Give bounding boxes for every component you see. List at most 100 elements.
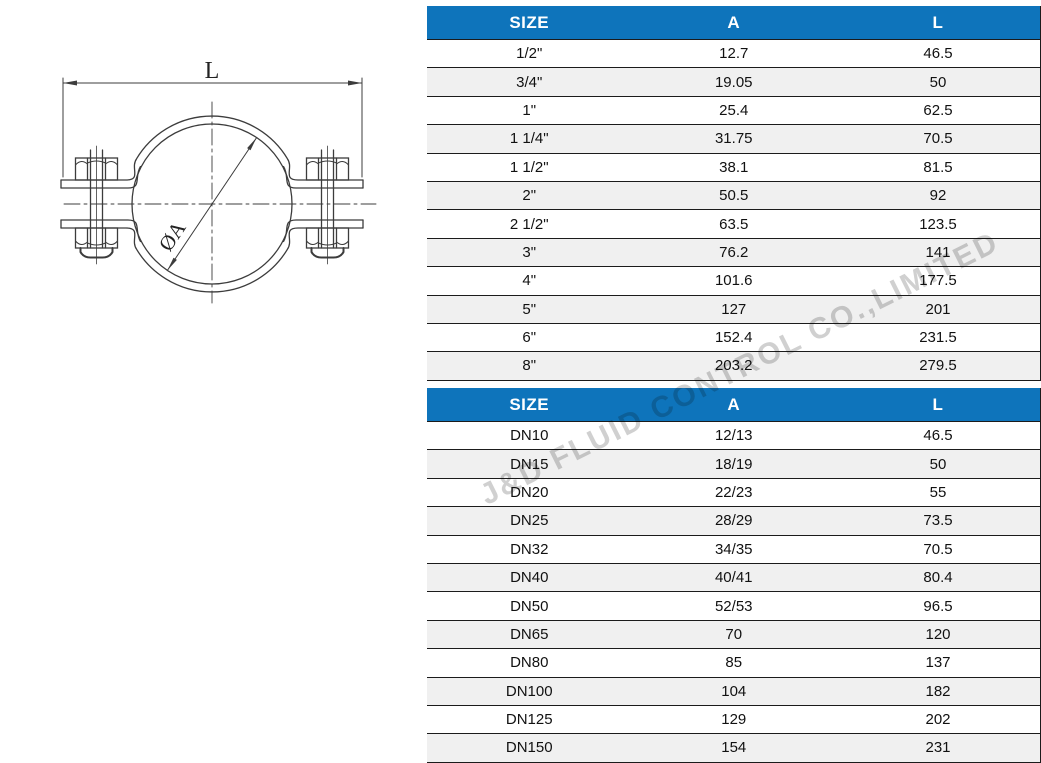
table-cell: 31.75	[631, 124, 836, 154]
table-row: 5" 127 201	[427, 295, 1041, 324]
upper-band-inner-left	[60, 165, 142, 189]
table-cell: 177.5	[836, 266, 1041, 296]
table-row: DN15 18/19 50	[427, 449, 1041, 479]
table-cell: 3/4"	[427, 67, 632, 97]
table-row: 2" 50.5 92	[427, 181, 1041, 211]
upper-band-inner-right	[282, 165, 364, 189]
table-cell: 2"	[427, 181, 632, 211]
table-cell: 19.05	[631, 67, 836, 97]
left-lower-nut-facets	[86, 227, 107, 249]
left-bolt-shaft	[89, 149, 104, 249]
table-cell: 141	[836, 238, 1041, 268]
table-row: DN50 52/53 96.5	[427, 591, 1041, 621]
dn-size-table-header: SIZE A L	[427, 388, 1041, 422]
right-bolt-shaft	[320, 149, 335, 249]
table-cell: 81.5	[836, 153, 1041, 182]
right-lower-nut	[305, 227, 350, 249]
left-upper-nut-facets	[86, 157, 107, 181]
table-cell: 46.5	[836, 421, 1041, 451]
left-lower-nut	[74, 227, 119, 249]
column-header: A	[631, 6, 836, 40]
pipe-circle	[131, 123, 293, 285]
left-bolt-assembly	[74, 145, 119, 265]
table-cell: 8"	[427, 351, 632, 381]
table-row: DN10 12/13 46.5	[427, 421, 1041, 451]
left-upper-nut-chamfer	[75, 160, 118, 166]
table-cell: 5"	[427, 295, 632, 324]
table-cell: 12.7	[631, 39, 836, 69]
table-row: DN65 70 120	[427, 620, 1041, 650]
right-upper-nut-facets	[317, 157, 338, 181]
table-cell: 25.4	[631, 96, 836, 126]
table-cell: 104	[631, 677, 836, 706]
table-cell: 182	[836, 677, 1041, 706]
table-cell: DN25	[427, 506, 632, 536]
column-header: SIZE	[427, 6, 632, 40]
table-row: 2 1/2" 63.5 123.5	[427, 209, 1041, 239]
table-cell: 101.6	[631, 266, 836, 296]
table-cell: DN50	[427, 591, 632, 621]
table-cell: 201	[836, 295, 1041, 324]
table-row: DN25 28/29 73.5	[427, 506, 1041, 536]
table-cell: 12/13	[631, 421, 836, 451]
table-row: 1/2" 12.7 46.5	[427, 39, 1041, 69]
table-cell: 154	[631, 733, 836, 763]
table-cell: 50	[836, 449, 1041, 479]
table-cell: 55	[836, 478, 1041, 508]
dimension-line-diameter	[166, 137, 258, 271]
table-cell: 1 1/4"	[427, 124, 632, 154]
dimension-label-diameter: ØA	[154, 216, 191, 255]
right-bolt-assembly	[305, 145, 350, 265]
table-cell: 70.5	[836, 124, 1041, 154]
column-header: L	[836, 6, 1041, 40]
pipe-clamp-drawing-pane: L ØA	[0, 0, 427, 750]
table-cell: DN10	[427, 421, 632, 451]
left-lower-nut-chamfer	[75, 240, 118, 246]
table-cell: 129	[631, 705, 836, 735]
table-cell: 18/19	[631, 449, 836, 479]
table-cell: 80.4	[836, 563, 1041, 593]
table-cell: DN15	[427, 449, 632, 479]
table-cell: DN20	[427, 478, 632, 508]
table-cell: 70.5	[836, 535, 1041, 564]
table-cell: 1/2"	[427, 39, 632, 69]
table-row: DN40 40/41 80.4	[427, 563, 1041, 593]
table-row: 4" 101.6 177.5	[427, 266, 1041, 296]
table-cell: 70	[631, 620, 836, 650]
column-header: A	[631, 388, 836, 422]
table-cell: 38.1	[631, 153, 836, 182]
table-cell: 63.5	[631, 209, 836, 239]
table-row: DN80 85 137	[427, 648, 1041, 678]
table-cell: 85	[631, 648, 836, 678]
upper-band-outer-edge	[60, 115, 364, 181]
right-locknut	[310, 247, 345, 259]
inch-size-table: SIZE A L 1/2" 12.7 46.5 3/4" 19.05 50 1" 25.4 62.5…	[427, 6, 1041, 381]
dimension-lines-L	[62, 77, 363, 178]
table-row: 3" 76.2 141	[427, 238, 1041, 268]
table-row: 1" 25.4 62.5	[427, 96, 1041, 126]
table-cell: 203.2	[631, 351, 836, 381]
table-row: DN125 129 202	[427, 705, 1041, 735]
right-upper-nut	[305, 157, 350, 181]
table-cell: DN32	[427, 535, 632, 564]
table-cell: 3"	[427, 238, 632, 268]
table-cell: 34/35	[631, 535, 836, 564]
right-upper-nut-chamfer	[306, 160, 349, 166]
table-cell: DN65	[427, 620, 632, 650]
table-cell: 4"	[427, 266, 632, 296]
table-cell: 76.2	[631, 238, 836, 268]
table-cell: 28/29	[631, 506, 836, 536]
table-row: DN150 154 231	[427, 733, 1041, 763]
table-cell: 1 1/2"	[427, 153, 632, 182]
table-cell: 202	[836, 705, 1041, 735]
table-cell: 120	[836, 620, 1041, 650]
table-cell: 73.5	[836, 506, 1041, 536]
table-cell: DN40	[427, 563, 632, 593]
dimension-label-length: L	[205, 58, 220, 84]
table-cell: DN125	[427, 705, 632, 735]
table-row: 1 1/4" 31.75 70.5	[427, 124, 1041, 154]
table-cell: 279.5	[836, 351, 1041, 381]
table-row: 1 1/2" 38.1 81.5	[427, 153, 1041, 182]
table-cell: DN150	[427, 733, 632, 763]
table-row: DN100 104 182	[427, 677, 1041, 706]
